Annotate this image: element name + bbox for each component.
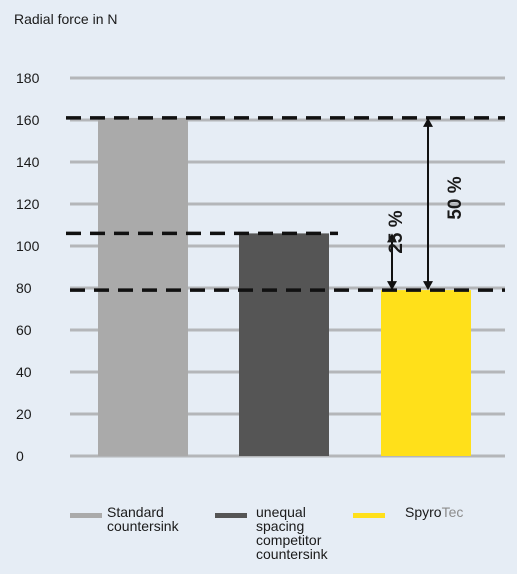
bars [98, 117, 471, 457]
y-tick-label: 120 [16, 196, 40, 212]
legend-label-2: spacing [256, 518, 304, 534]
legend-label-1: Standard [107, 504, 164, 520]
annotation-50: 50 % [445, 176, 466, 219]
bar-2 [239, 233, 329, 456]
legend: Standardcountersinkunequalspacingcompeti… [70, 504, 463, 562]
legend-label-suffix-part: Tec [442, 504, 464, 520]
y-tick-label: 100 [16, 238, 40, 254]
arrow-50-head-down [423, 281, 433, 291]
y-tick-label: 140 [16, 154, 40, 170]
y-axis-label: Radial force in N [14, 11, 118, 27]
arrow-25-head-up [387, 233, 397, 243]
y-tick-label: 180 [16, 70, 40, 86]
legend-label-2: unequal [256, 504, 306, 520]
reference-lines [66, 116, 505, 292]
annotation-25: 25 % [386, 210, 407, 253]
y-tick-labels: 0 20 40 60 80 100 120 140 160 180 [16, 70, 40, 464]
bar-3 [381, 290, 471, 456]
y-tick-label: 20 [16, 406, 32, 422]
arrow-25-head-down [387, 281, 397, 291]
legend-swatch-3 [353, 513, 385, 518]
legend-label-1: countersink [107, 518, 180, 534]
legend-swatch-2 [215, 513, 247, 518]
y-tick-label: 60 [16, 322, 32, 338]
legend-label-3: SpyroTec [405, 504, 463, 520]
legend-label-2: countersink [256, 546, 329, 562]
legend-label-brand-part: Spyro [405, 504, 442, 520]
y-tick-label: 160 [16, 112, 40, 128]
legend-swatch-1 [70, 513, 102, 518]
legend-label-2: competitor [256, 532, 322, 548]
arrow-50-head-up [423, 117, 433, 127]
y-tick-label: 0 [16, 448, 24, 464]
bar-1 [98, 117, 188, 457]
y-tick-label: 80 [16, 280, 32, 296]
difference-arrows: 25 % 50 % [386, 117, 466, 291]
y-tick-label: 40 [16, 364, 32, 380]
